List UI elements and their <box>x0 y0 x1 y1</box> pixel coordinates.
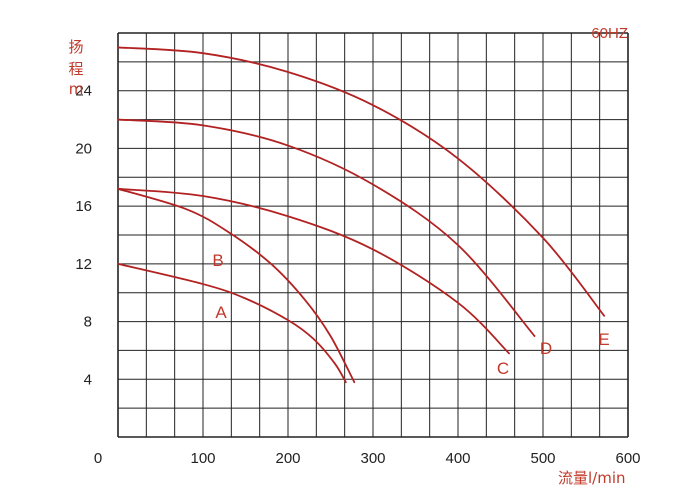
x-tick-label: 0 <box>94 450 102 467</box>
curve-B <box>117 187 356 384</box>
curve-E <box>117 46 606 317</box>
ticks: 0 100 200 300 400 500 600 4 8 12 16 20 24 <box>75 83 640 467</box>
curve-label-B: B <box>212 251 223 270</box>
ylabel-char-1: 扬 <box>68 38 83 56</box>
curve-C <box>117 187 510 355</box>
ylabel-char-2: 程 <box>68 60 83 78</box>
y-tick-label: 24 <box>75 83 92 100</box>
x-tick-label: 200 <box>275 450 300 467</box>
x-axis-label: 流量l/min <box>558 469 626 487</box>
x-tick-label: 100 <box>190 450 215 467</box>
grid <box>117 32 629 438</box>
curve-D <box>117 118 536 337</box>
curve-label-E: E <box>598 330 609 349</box>
curve-label-A: A <box>215 303 227 322</box>
x-tick-label: 600 <box>615 450 640 467</box>
y-tick-label: 20 <box>75 140 92 157</box>
curve-label-D: D <box>540 339 552 358</box>
curve-labels: A B C D E <box>212 251 609 378</box>
ylabel-char-3: m <box>69 80 84 98</box>
x-tick-label: 300 <box>360 450 385 467</box>
curve-A <box>117 262 347 384</box>
x-tick-label: 500 <box>530 450 555 467</box>
y-tick-label: 4 <box>84 371 92 388</box>
frequency-label: 60HZ <box>591 25 628 42</box>
y-tick-label: 16 <box>75 198 92 215</box>
y-tick-label: 8 <box>84 314 92 331</box>
y-tick-label: 12 <box>75 256 92 273</box>
curve-label-C: C <box>497 359 509 378</box>
curves <box>117 46 606 384</box>
x-tick-label: 400 <box>445 450 470 467</box>
